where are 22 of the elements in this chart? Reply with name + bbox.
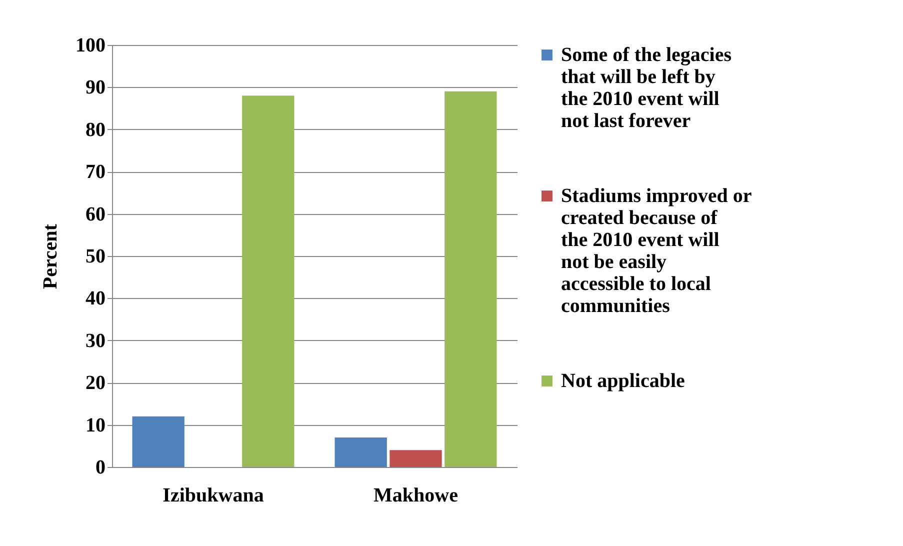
x-tick-label: Makhowe	[374, 484, 458, 506]
x-tick-label: Izibukwana	[162, 484, 264, 506]
y-tick-label: 60	[86, 203, 106, 226]
legend-label: Stadiums improved or created because of the 2010 event will not be easily accessible to local communities	[561, 185, 752, 317]
y-tick-label: 80	[86, 118, 106, 141]
y-tick-label: 40	[86, 288, 106, 310]
legend-label: Some of the legacies that will be left by the 2010 event will not last forever	[561, 44, 732, 132]
bar	[444, 91, 497, 467]
y-axis-title: Percent	[40, 224, 62, 290]
bar	[132, 416, 184, 467]
y-tick-label: 90	[86, 76, 106, 99]
bar	[334, 437, 387, 467]
bar	[242, 96, 294, 467]
legend-label: Not applicable	[561, 370, 686, 392]
y-tick-label: 70	[86, 161, 106, 184]
y-tick-label: 30	[86, 330, 106, 352]
y-tick-label: 20	[86, 372, 106, 394]
y-tick-label: 100	[76, 34, 106, 56]
y-tick-label: 0	[96, 456, 106, 478]
y-tick-label: 50	[86, 246, 106, 268]
bar	[390, 450, 442, 467]
y-tick-label: 10	[86, 414, 106, 436]
